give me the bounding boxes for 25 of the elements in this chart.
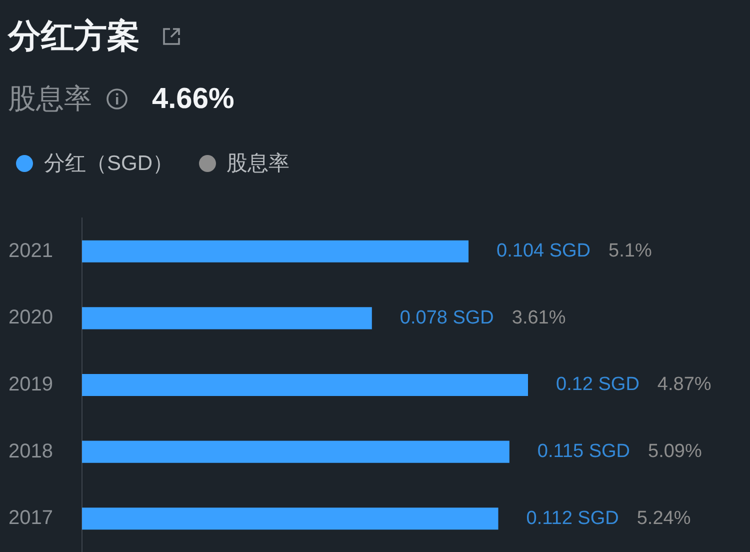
text: 5.09% <box>648 441 702 462</box>
data-label: 0.12 SGD <box>556 374 640 396</box>
data-label: 0.078 SGD <box>400 307 494 328</box>
data-label: 0.112 SGD <box>526 508 619 529</box>
y-tick-label: 2018 <box>8 440 53 462</box>
bar <box>82 508 498 530</box>
bar <box>82 374 528 396</box>
bar <box>82 240 469 262</box>
y-tick-label: 2021 <box>8 240 53 262</box>
text: 4.87% <box>657 374 712 396</box>
data-label: 0.115 SGD <box>537 441 630 462</box>
y-tick-label: 2019 <box>8 374 53 396</box>
data-label: 0.104 SGD <box>496 240 591 262</box>
text: 5.1% <box>608 240 652 262</box>
text: 3.61% <box>512 307 566 328</box>
y-tick-label: 2017 <box>8 507 53 530</box>
chart-subtitle: 股息率 <box>8 82 92 116</box>
legend-label: 分红（SGD） <box>44 151 174 177</box>
text: 4.66% <box>152 82 234 117</box>
text: 5.24% <box>636 508 691 529</box>
bar <box>82 440 510 463</box>
chart-title: 分红方案 <box>8 16 140 56</box>
legend-label: 股息率 <box>226 151 290 177</box>
bar <box>82 307 372 330</box>
y-tick-label: 2020 <box>8 306 53 329</box>
